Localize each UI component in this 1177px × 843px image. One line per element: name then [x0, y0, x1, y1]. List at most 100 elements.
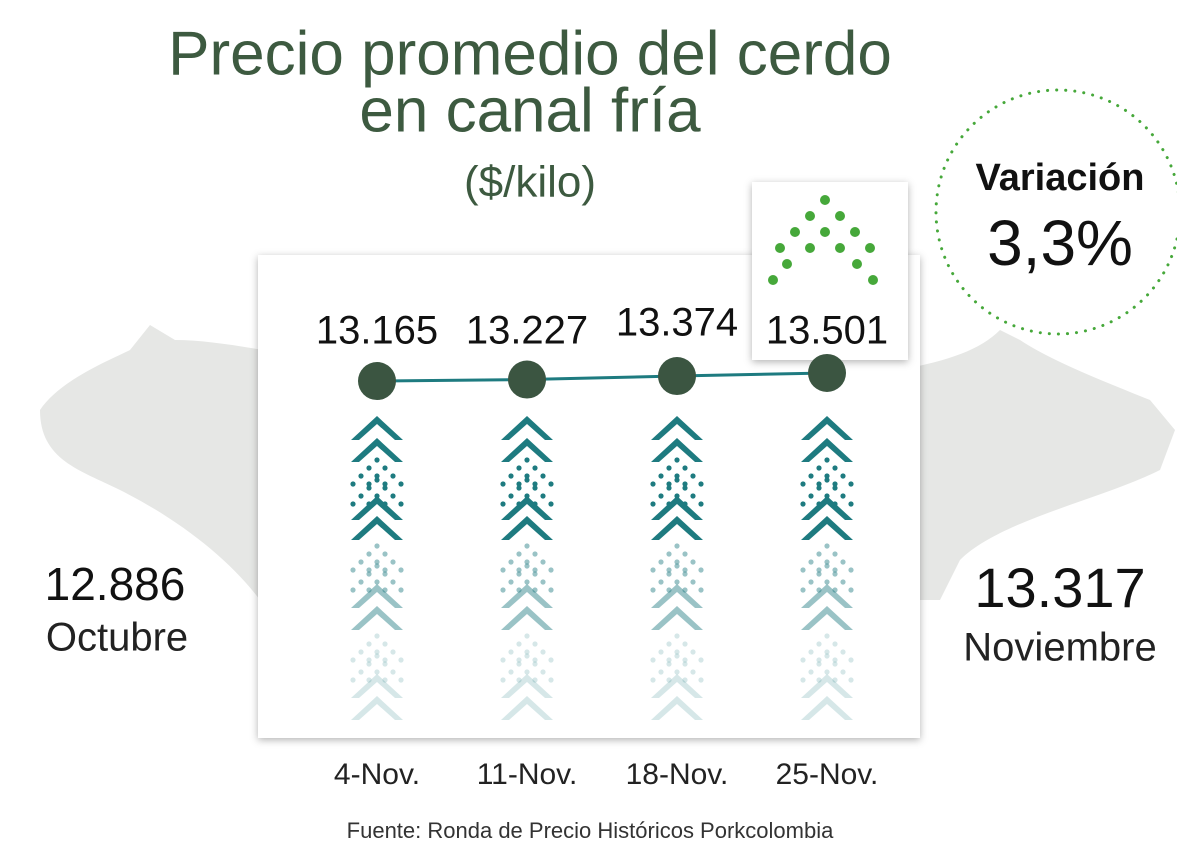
chevron-dot: [500, 481, 505, 486]
chevron-dot: [358, 473, 363, 478]
arrow-dot: [835, 243, 845, 253]
chevron-dot: [390, 649, 395, 654]
chevron-dot: [698, 587, 703, 592]
value-label: 13.165: [316, 309, 438, 353]
chevron-dot: [658, 579, 663, 584]
chevron-dot: [824, 653, 829, 658]
chevron-dot: [508, 649, 513, 654]
chevron-dot: [516, 641, 521, 646]
chevron-dot: [816, 465, 821, 470]
chevron-dot: [540, 579, 545, 584]
chevron-dot: [532, 641, 537, 646]
chevron-dot: [824, 457, 829, 462]
infographic: Variación 3,3% Precio promedio del cerdo…: [0, 0, 1177, 843]
chevron-dot: [398, 567, 403, 572]
chevron-dot: [832, 641, 837, 646]
chevron-dot: [824, 477, 829, 482]
chevron-dot: [508, 473, 513, 478]
chevron-dot: [816, 571, 821, 576]
chevron-dot: [524, 633, 529, 638]
chevron-dot: [374, 633, 379, 638]
chevron-dot: [832, 571, 837, 576]
chevron-dot: [698, 501, 703, 506]
price-marker: [358, 362, 396, 400]
chevron-dot: [658, 493, 663, 498]
chevron-dot: [548, 587, 553, 592]
chevron-dot: [548, 657, 553, 662]
chevron-dot: [690, 559, 695, 564]
chevron-dot: [690, 473, 695, 478]
chevron-dot: [532, 661, 537, 666]
chevron-dot: [516, 465, 521, 470]
chevron-dot: [800, 481, 805, 486]
chevron-dot: [398, 677, 403, 682]
chevron-dot: [674, 457, 679, 462]
chevron-dot: [500, 587, 505, 592]
chevron-dot: [650, 481, 655, 486]
chevron-dot: [674, 653, 679, 658]
price-marker: [508, 361, 546, 399]
chevron-dot: [548, 677, 553, 682]
chevron-dot: [382, 571, 387, 576]
chevron-dot: [524, 563, 529, 568]
chevron-dot: [350, 501, 355, 506]
chevron-dot: [508, 559, 513, 564]
chevron-dot: [532, 551, 537, 556]
chevron-dot: [398, 501, 403, 506]
arrow-dot: [850, 227, 860, 237]
chevron-dot: [524, 669, 529, 674]
value-label: 13.501: [766, 309, 888, 353]
chevron-dot: [358, 579, 363, 584]
chevron-dot: [516, 551, 521, 556]
chevron-dot: [390, 473, 395, 478]
arrow-dot: [852, 259, 862, 269]
chart-subtitle: ($/kilo): [464, 158, 596, 207]
chevron-dot: [532, 571, 537, 576]
chevron-dot: [690, 493, 695, 498]
arrow-dot: [868, 275, 878, 285]
chevron-dot: [532, 465, 537, 470]
arrow-dot: [865, 243, 875, 253]
chevron-dot: [548, 567, 553, 572]
chevron-dot: [508, 579, 513, 584]
chevron-dot: [658, 559, 663, 564]
chevron-dot: [816, 661, 821, 666]
chevron-dot: [808, 493, 813, 498]
chevron-dot: [500, 677, 505, 682]
chevron-dot: [532, 485, 537, 490]
chevron-dot: [848, 481, 853, 486]
chevron-dot: [516, 571, 521, 576]
chevron-dot: [374, 543, 379, 548]
chevron-dot: [848, 567, 853, 572]
current-label: Noviembre: [963, 626, 1156, 670]
chevron-dot: [374, 477, 379, 482]
chevron-dot: [508, 669, 513, 674]
price-marker: [658, 357, 696, 395]
chevron-dot: [666, 551, 671, 556]
chevron-dot: [374, 563, 379, 568]
chevron-dot: [358, 649, 363, 654]
chevron-dot: [650, 501, 655, 506]
chevron-dot: [366, 641, 371, 646]
chevron-dot: [682, 551, 687, 556]
chevron-dot: [824, 669, 829, 674]
chevron-dot: [650, 677, 655, 682]
value-label: 13.227: [466, 309, 588, 353]
chevron-dot: [374, 579, 379, 584]
source: Fuente: Ronda de Precio Históricos Porkc…: [347, 818, 834, 843]
chevron-dot: [848, 587, 853, 592]
chevron-dot: [524, 477, 529, 482]
chevron-dot: [816, 551, 821, 556]
chevron-dot: [374, 457, 379, 462]
x-tick-label: 25-Nov.: [776, 758, 879, 791]
chevron-dot: [350, 677, 355, 682]
chevron-dot: [358, 493, 363, 498]
chevron-dot: [358, 669, 363, 674]
chevron-dot: [666, 485, 671, 490]
chevron-dot: [516, 661, 521, 666]
chevron-dot: [808, 473, 813, 478]
chevron-dot: [382, 465, 387, 470]
chevron-dot: [840, 473, 845, 478]
arrow-dot: [835, 211, 845, 221]
chevron-dot: [682, 571, 687, 576]
